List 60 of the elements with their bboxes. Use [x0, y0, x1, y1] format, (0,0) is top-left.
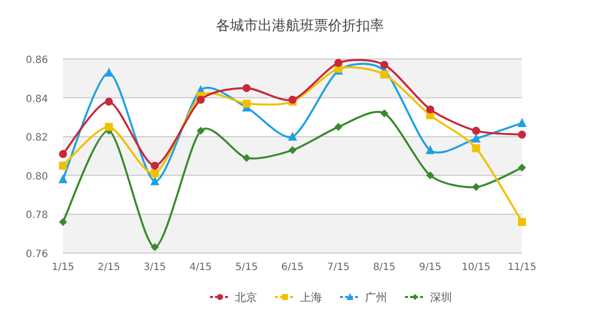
point	[518, 130, 526, 139]
y-tick-label: 0.80	[26, 171, 48, 182]
legend-label: 广州	[365, 291, 387, 304]
point	[242, 154, 251, 162]
x-tick-label: 11/15	[508, 262, 536, 273]
point	[518, 164, 526, 172]
point	[59, 218, 67, 226]
point	[196, 126, 205, 135]
point	[59, 150, 67, 158]
point	[288, 132, 297, 141]
point	[150, 176, 160, 186]
y-tick-label: 0.86	[26, 55, 48, 66]
x-tick-label: 5/15	[235, 262, 258, 273]
legend-label: 上海	[300, 291, 322, 304]
point	[472, 126, 480, 135]
point	[426, 145, 435, 154]
point	[472, 144, 480, 152]
y-tick-label: 0.84	[26, 94, 48, 105]
point	[380, 60, 388, 69]
legend-深圳: 深圳	[405, 291, 452, 304]
point	[426, 171, 434, 180]
point	[242, 100, 251, 108]
point	[380, 70, 388, 79]
legend-北京: 北京	[210, 291, 257, 304]
point	[518, 118, 526, 128]
point	[150, 243, 159, 252]
point	[334, 122, 342, 131]
point	[472, 183, 480, 192]
point	[334, 58, 342, 67]
point	[472, 134, 481, 143]
x-tick-label: 1/15	[52, 262, 74, 273]
point	[518, 218, 526, 226]
point	[288, 146, 296, 154]
legend-广州: 广州	[340, 291, 387, 304]
point	[104, 98, 113, 106]
x-tick-label: 3/15	[144, 262, 166, 273]
point	[150, 169, 159, 178]
point	[380, 109, 388, 118]
y-tick-label: 0.82	[26, 132, 48, 144]
x-tick-label: 10/15	[462, 262, 491, 273]
x-tick-label: 6/15	[281, 262, 304, 273]
legend-上海: 上海	[275, 291, 322, 304]
point	[104, 122, 113, 131]
point	[59, 162, 67, 170]
x-tick-label: 7/15	[327, 262, 350, 273]
point	[58, 174, 68, 184]
x-tick-label: 4/15	[189, 262, 212, 273]
point	[242, 84, 251, 92]
point	[104, 68, 114, 77]
y-tick-label: 0.76	[26, 249, 48, 260]
chart-title: 各城市出港航班票价折扣率	[216, 18, 384, 34]
legend-label: 深圳	[430, 291, 452, 304]
point	[426, 105, 434, 114]
y-tick-label: 0.78	[26, 210, 48, 222]
x-tick-label: 8/15	[373, 262, 396, 273]
point	[196, 96, 205, 104]
x-tick-label: 9/15	[418, 262, 442, 273]
x-tick-label: 2/15	[98, 262, 120, 273]
point	[150, 162, 159, 170]
legend-label: 北京	[235, 291, 257, 304]
